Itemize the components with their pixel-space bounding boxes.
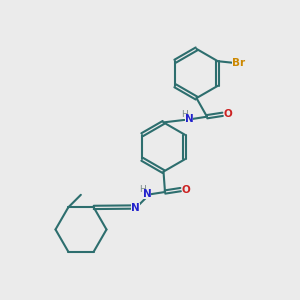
Text: H: H (181, 110, 188, 119)
Text: N: N (142, 189, 152, 200)
Text: O: O (182, 184, 190, 195)
Text: O: O (224, 109, 232, 119)
Text: Br: Br (232, 58, 245, 68)
Text: N: N (131, 203, 140, 213)
Text: N: N (184, 114, 194, 124)
Text: H: H (139, 185, 146, 194)
